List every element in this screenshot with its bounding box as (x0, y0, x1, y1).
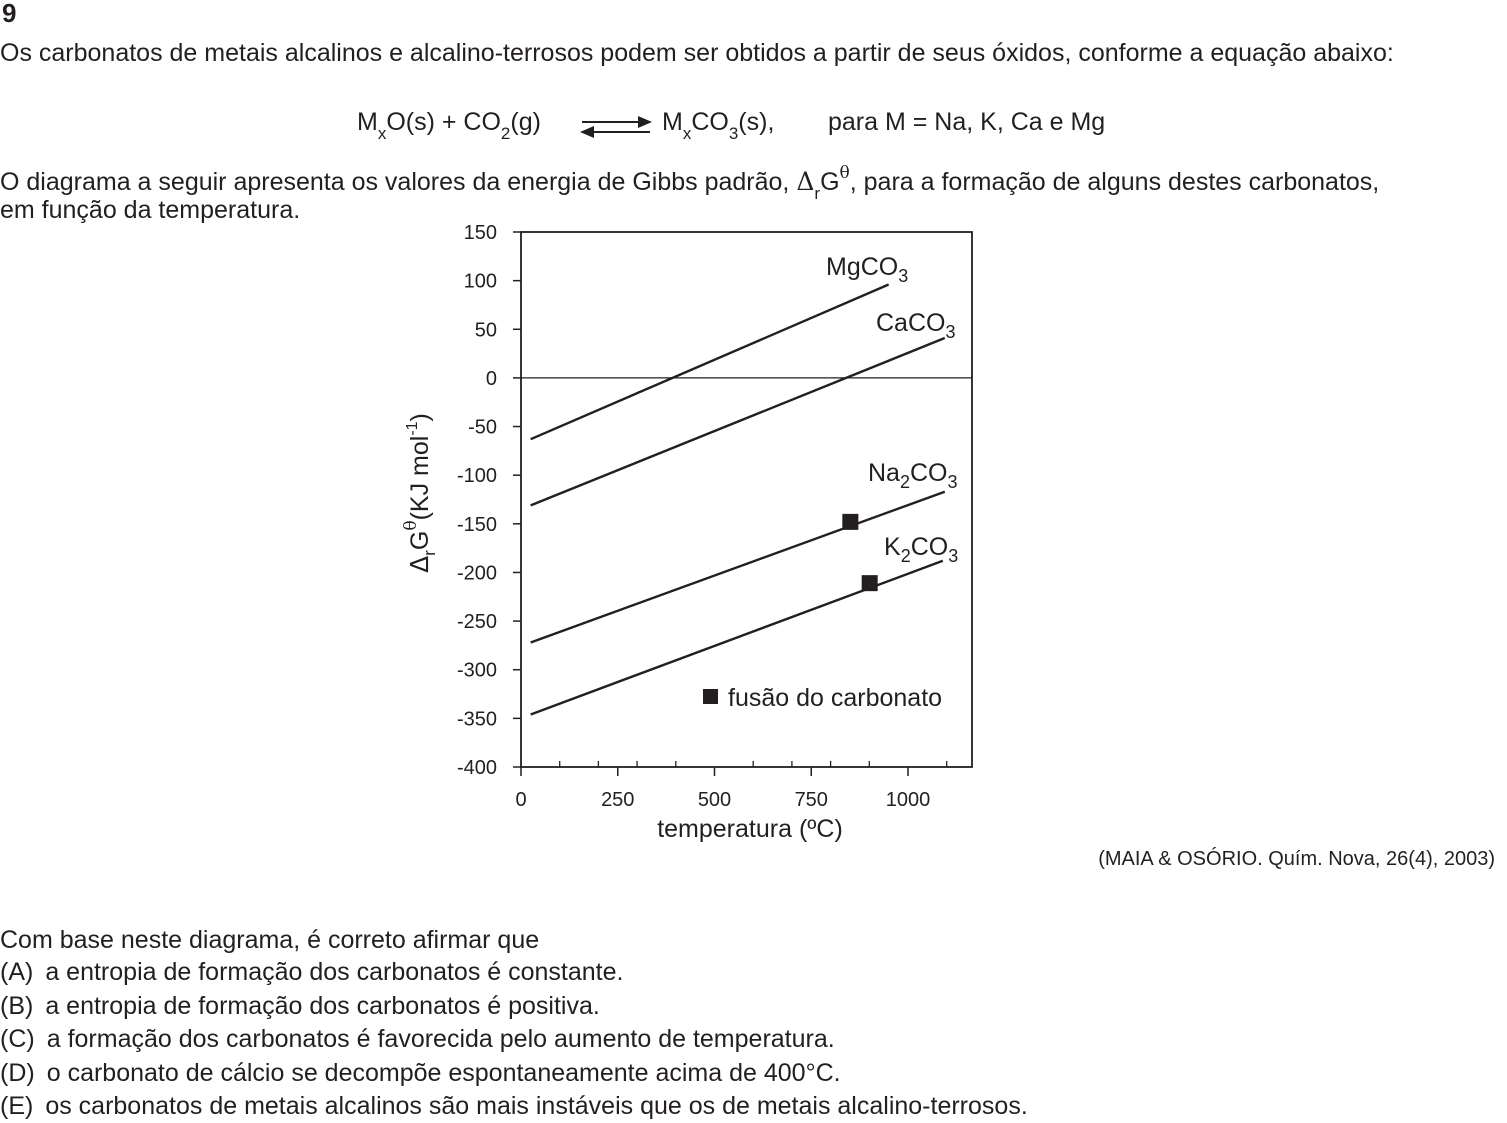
fusion-marker-0 (842, 513, 859, 530)
option-d[interactable]: (D) o carbonato de cálcio se decompõe esp… (0, 1059, 841, 1088)
y-tick-label: -150 (457, 514, 497, 536)
equation-product: MxCO3(s), (662, 108, 775, 143)
option-text: o carbonato de cálcio se decompõe espont… (46, 1058, 841, 1087)
x-tick-label: 500 (698, 789, 731, 811)
y-tick-label: 0 (486, 368, 497, 390)
x-tick-label: 750 (795, 789, 828, 811)
y-tick-label: -50 (468, 417, 497, 439)
equation-reactants: MxO(s) + CO2(g) (357, 108, 541, 143)
intro-text: Os carbonatos de metais alcalinos e alca… (0, 39, 1394, 67)
series-line-1 (530, 336, 946, 507)
legend-marker (703, 689, 718, 704)
source-citation: (MAIA & OSÓRIO. Quím. Nova, 26(4), 2003) (1098, 848, 1495, 870)
y-tick-label: -250 (457, 611, 497, 633)
option-letter: (D) (0, 1058, 35, 1087)
x-tick-label: 1000 (886, 789, 931, 811)
option-a[interactable]: (A) a entropia de formação dos carbonatos… (0, 958, 623, 987)
y-tick-label: -100 (457, 465, 497, 487)
option-b[interactable]: (B) a entropia de formação dos carbonatos… (0, 992, 600, 1021)
series-line-2 (530, 490, 946, 644)
series-line-0 (530, 283, 890, 441)
plot-frame (520, 231, 973, 768)
y-axis-label: ΔrGθ(KJ mol-1) (401, 413, 439, 573)
option-text: a formação dos carbonatos é favorecida p… (46, 1025, 835, 1053)
option-letter: (B) (0, 991, 34, 1020)
diagram-description: O diagrama a seguir apresenta os valores… (0, 163, 1380, 203)
question-number: 9 (2, 0, 17, 28)
question-stem: Com base neste diagrama, é correto afirm… (0, 926, 540, 954)
legend-label: fusão do carbonato (728, 684, 942, 712)
equilibrium-arrow-icon (580, 116, 652, 138)
y-tick-label: 150 (464, 222, 497, 244)
equation-condition: para M = Na, K, Ca e Mg (828, 108, 1106, 136)
option-letter: (A) (0, 958, 34, 986)
diagram-description-end: em função da temperatura. (0, 196, 301, 224)
fusion-marker-1 (861, 575, 878, 592)
y-tick-label: -300 (457, 660, 497, 682)
option-c[interactable]: (C) a formação dos carbonatos é favorecid… (0, 1025, 835, 1054)
y-tick-label: 50 (475, 319, 497, 341)
x-tick-label: 250 (601, 789, 634, 811)
option-letter: (C) (0, 1025, 35, 1053)
option-letter: (E) (0, 1092, 34, 1120)
option-text: os carbonatos de metais alcalinos são ma… (45, 1092, 1028, 1120)
series-label-0: MgCO3 (826, 253, 908, 286)
option-text: a entropia de formação dos carbonatos é … (45, 958, 624, 986)
x-tick-label: 0 (515, 789, 526, 811)
y-tick-label: -200 (457, 562, 497, 584)
option-e[interactable]: (E) os carbonatos de metais alcalinos são… (0, 1092, 1028, 1121)
series-label-1: CaCO3 (876, 309, 955, 342)
y-tick-label: 100 (464, 271, 497, 293)
option-text: a entropia de formação dos carbonatos é … (45, 991, 600, 1020)
series-label-2: Na2CO3 (868, 459, 958, 492)
x-axis-label: temperatura (ºC) (657, 815, 843, 843)
series-label-3: K2CO3 (884, 533, 958, 566)
gibbs-energy-chart: 150100500-50-100-150-200-250-300-350-400… (401, 222, 973, 843)
y-tick-label: -400 (457, 757, 497, 779)
y-tick-label: -350 (457, 708, 497, 730)
